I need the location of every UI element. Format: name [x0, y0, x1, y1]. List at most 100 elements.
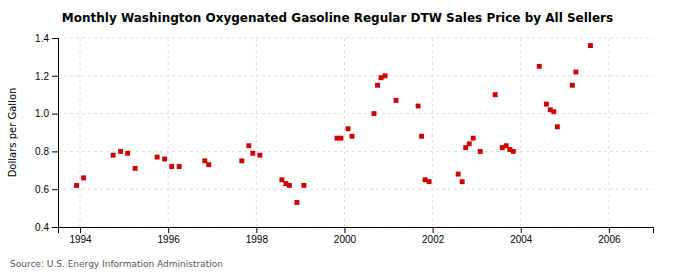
point: [588, 43, 593, 48]
y-axis: 0.4 0.6 0.8 1.0 1.2 1.4: [35, 33, 58, 233]
point: [471, 136, 476, 141]
point: [493, 92, 498, 97]
tick-label: 0.6: [35, 184, 49, 195]
tick-label: 1998: [246, 234, 269, 245]
tick: 2002: [422, 227, 445, 245]
point: [125, 151, 130, 156]
tick-mark: [168, 227, 169, 233]
point: [287, 183, 292, 188]
point: [294, 200, 299, 205]
tick-mark: [256, 227, 257, 233]
point: [81, 175, 86, 180]
grid: [58, 38, 653, 227]
point: [419, 134, 424, 139]
tick: 1.0: [35, 108, 58, 119]
tick-mark: [433, 227, 434, 233]
tick-label: 1.4: [35, 33, 49, 44]
grid-line: [58, 38, 653, 39]
tick-label: 0.4: [35, 222, 49, 233]
point: [346, 126, 351, 131]
chart: 1994 1996 1998 2000 2002 2004 2006 0.4 0.6 0.8 1.0…: [0, 0, 675, 275]
tick-mark: [52, 189, 58, 190]
point: [177, 164, 182, 169]
point: [350, 134, 355, 139]
tick-label: 2006: [598, 234, 621, 245]
tick: 2006: [598, 227, 621, 245]
grid-line: [58, 151, 653, 152]
tick: 1.2: [35, 71, 58, 82]
grid-line: [58, 75, 653, 76]
point: [573, 70, 578, 75]
grid-line: [58, 113, 653, 114]
grid-line: [256, 38, 257, 227]
tick-mark: [521, 227, 522, 233]
tick-mark: [80, 227, 81, 233]
point: [467, 141, 472, 146]
points: [74, 43, 593, 205]
grid-line: [80, 38, 81, 227]
point: [118, 149, 123, 154]
point: [206, 162, 211, 167]
grid-line: [344, 38, 345, 227]
point: [169, 164, 174, 169]
point: [155, 155, 160, 160]
tick-label: 1996: [158, 234, 181, 245]
point: [162, 157, 167, 162]
point: [537, 64, 542, 69]
plot-area: 1994 1996 1998 2000 2002 2004 2006 0.4 0.6 0.8 1.0…: [35, 33, 653, 245]
tick: 2000: [334, 227, 357, 245]
tick: 1998: [246, 227, 269, 245]
tick: 2004: [510, 227, 533, 245]
point: [511, 149, 516, 154]
point: [74, 183, 79, 188]
grid-line: [168, 38, 169, 227]
tick-label: 1.2: [35, 71, 49, 82]
grid-line: [58, 189, 653, 190]
point: [246, 143, 251, 148]
point: [427, 179, 432, 184]
grid-line: [432, 38, 433, 227]
point: [394, 98, 399, 103]
tick: 0.6: [35, 184, 58, 195]
point: [456, 172, 461, 177]
source: Source: U.S. Energy Information Administ…: [10, 259, 223, 269]
tick-label: 1.0: [35, 108, 49, 119]
tick: 1994: [69, 227, 92, 245]
tick: 1.4: [35, 33, 58, 44]
y-axis-label: Dollars per Gallon: [7, 88, 18, 178]
tick-mark: [52, 114, 58, 115]
tick-label: 1994: [69, 234, 92, 245]
tick-mark: [52, 76, 58, 77]
point: [570, 83, 575, 88]
x-axis: 1994 1996 1998 2000 2002 2004 2006: [59, 227, 654, 245]
tick: 1996: [158, 227, 181, 245]
point: [239, 158, 244, 163]
point: [111, 153, 116, 158]
tick-label: 2000: [334, 234, 357, 245]
tick-label: 2002: [422, 234, 445, 245]
point: [460, 179, 465, 184]
tick-mark: [52, 38, 58, 39]
point: [257, 153, 262, 158]
point: [372, 111, 377, 116]
tick-mark: [52, 151, 58, 152]
point: [250, 151, 255, 156]
point: [555, 124, 560, 129]
point: [416, 104, 421, 109]
point: [478, 149, 483, 154]
grid-line: [520, 38, 521, 227]
point: [375, 83, 380, 88]
tick-mark: [344, 227, 345, 233]
point: [544, 102, 549, 107]
tick-label: 2004: [510, 234, 533, 245]
title: Monthly Washington Oxygenated Gasoline R…: [62, 11, 613, 25]
tick-label: 0.8: [35, 146, 49, 157]
point: [301, 183, 306, 188]
tick-mark: [52, 227, 58, 228]
axis-line: [52, 39, 59, 228]
tick-mark: [609, 227, 610, 233]
axis-line: [59, 228, 654, 234]
point: [383, 73, 388, 78]
point: [551, 109, 556, 114]
tick: 0.8: [35, 146, 58, 157]
